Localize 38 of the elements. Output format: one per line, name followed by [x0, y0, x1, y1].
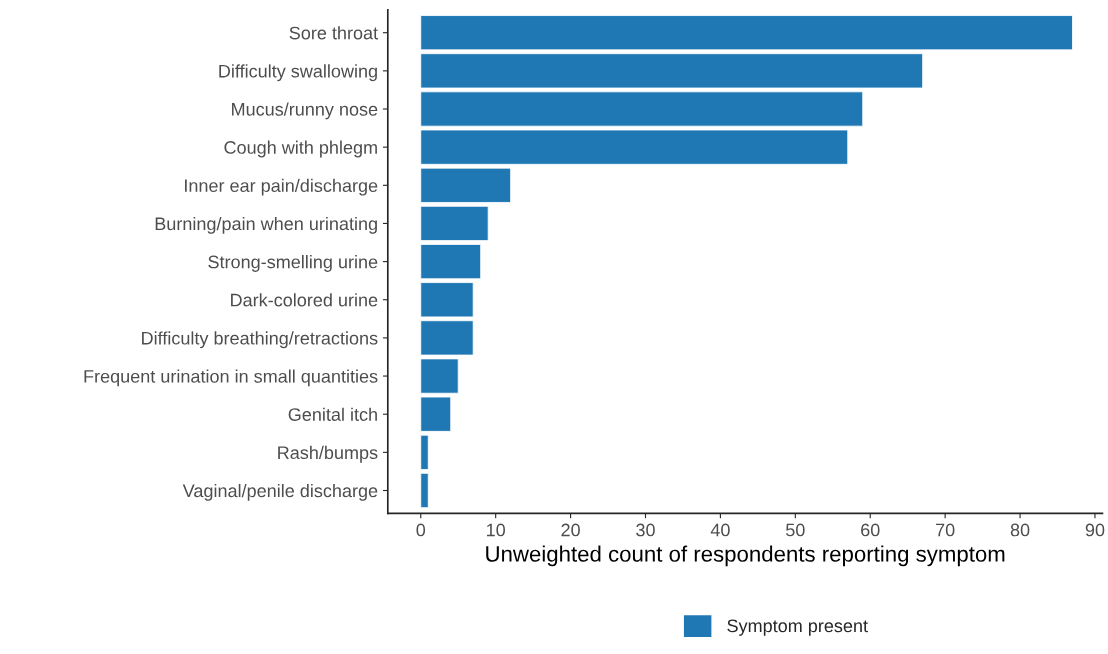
- bar: [420, 396, 452, 432]
- bar: [420, 167, 512, 203]
- x-tick-label: 80: [1010, 523, 1030, 537]
- y-tick-label: Strong-smelling urine: [208, 255, 378, 272]
- bar: [420, 129, 849, 165]
- y-tick-label: Difficulty breathing/retractions: [142, 331, 378, 349]
- x-tick-label: 90: [1085, 523, 1105, 537]
- y-tick-label: Rash/bumps: [278, 445, 378, 463]
- x-tick-label: 40: [710, 523, 730, 537]
- y-tick-label: Inner ear pain/discharge: [185, 178, 378, 196]
- bar: [420, 282, 474, 318]
- bar: [420, 434, 429, 470]
- bar: [420, 15, 1073, 51]
- x-tick-label: 50: [786, 523, 805, 537]
- x-tick-label: 60: [861, 523, 880, 537]
- legend-label: Symptom present: [727, 619, 868, 636]
- bar: [420, 358, 459, 394]
- x-tick-label: 20: [561, 523, 580, 537]
- x-axis-title: Unweighted count of respondents reporting symptom: [486, 545, 1005, 567]
- y-tick-label: Dark-colored urine: [231, 293, 378, 307]
- bar: [420, 205, 489, 242]
- x-tick-label: 10: [487, 523, 506, 537]
- y-tick-label: Burning/pain when urinating: [155, 216, 377, 234]
- y-tick-label: Genital itch: [288, 407, 377, 421]
- y-tick-label: Difficulty swallowing: [219, 64, 377, 82]
- x-tick-label: 0: [416, 523, 426, 537]
- bar: [420, 53, 924, 89]
- bar: [420, 320, 474, 356]
- bar: [420, 91, 864, 127]
- y-tick-label: Frequent urination in small quantities: [84, 369, 378, 387]
- y-tick-label: Vaginal/penile discharge: [182, 483, 378, 501]
- y-tick-label: Sore throat: [289, 26, 378, 40]
- x-tick-label: 30: [636, 523, 655, 537]
- bar: [420, 244, 482, 280]
- y-tick-label: Mucus/runny nose: [232, 102, 378, 120]
- x-tick-label: 70: [936, 523, 955, 537]
- bar: [420, 472, 429, 509]
- y-tick-label: Cough with phlegm: [224, 140, 377, 158]
